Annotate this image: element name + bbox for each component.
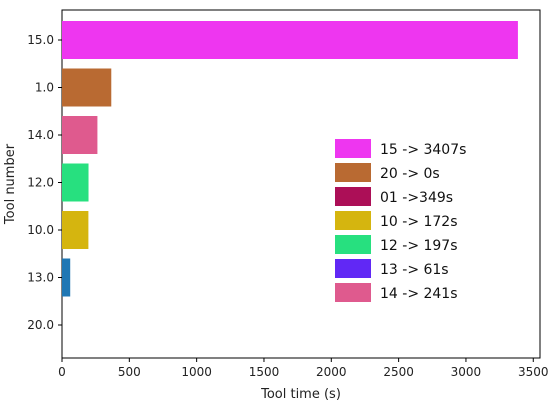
legend-swatch: [335, 259, 371, 278]
x-tick-label: 1000: [181, 365, 212, 379]
legend-label: 20 -> 0s: [380, 166, 440, 182]
y-tick-label: 15.0: [27, 33, 54, 47]
legend-swatch: [335, 163, 371, 182]
x-tick-label: 3000: [451, 365, 482, 379]
x-tick-label: 500: [118, 365, 141, 379]
bar-10.0: [62, 211, 89, 249]
x-axis-ticks: 0 500 1000 1500 2000 2500 3000 3500: [58, 358, 549, 379]
bar-15.0: [62, 21, 518, 59]
y-axis-label: Tool number: [3, 143, 18, 225]
x-tick-label: 3500: [518, 365, 549, 379]
legend-label: 15 -> 3407s: [380, 142, 466, 158]
legend-label: 12 -> 197s: [380, 238, 458, 254]
bar-1.0: [62, 68, 112, 107]
legend-label: 13 -> 61s: [380, 262, 449, 278]
legend-swatch: [335, 187, 371, 206]
x-axis-label: Tool time (s): [260, 387, 341, 402]
bar-13.0: [62, 258, 71, 297]
y-axis-ticks: 20.0 13.0 10.0 12.0 14.0 1.0 15.0: [27, 33, 62, 332]
legend-swatch: [335, 283, 371, 302]
legend: 15 -> 3407s 20 -> 0s 01 ->349s 10 -> 172s 12…: [335, 139, 466, 302]
x-tick-label: 0: [58, 365, 66, 379]
x-tick-label: 1500: [249, 365, 280, 379]
legend-label: 14 -> 241s: [380, 286, 458, 302]
bar-12.0: [62, 163, 89, 202]
bars-group: [62, 21, 518, 297]
legend-swatch: [335, 211, 371, 230]
y-tick-label: 1.0: [35, 81, 54, 95]
y-tick-label: 13.0: [27, 271, 54, 285]
y-tick-label: 12.0: [27, 176, 54, 190]
legend-label: 10 -> 172s: [380, 214, 458, 230]
bar-14.0: [62, 116, 98, 154]
legend-swatch: [335, 235, 371, 254]
plot-frame: [61, 9, 541, 359]
y-tick-label: 14.0: [27, 128, 54, 142]
y-tick-label: 20.0: [27, 318, 54, 332]
x-tick-label: 2000: [316, 365, 347, 379]
y-tick-label: 10.0: [27, 223, 54, 237]
x-tick-label: 2500: [383, 365, 414, 379]
legend-label: 01 ->349s: [380, 190, 453, 206]
legend-swatch: [335, 139, 371, 158]
